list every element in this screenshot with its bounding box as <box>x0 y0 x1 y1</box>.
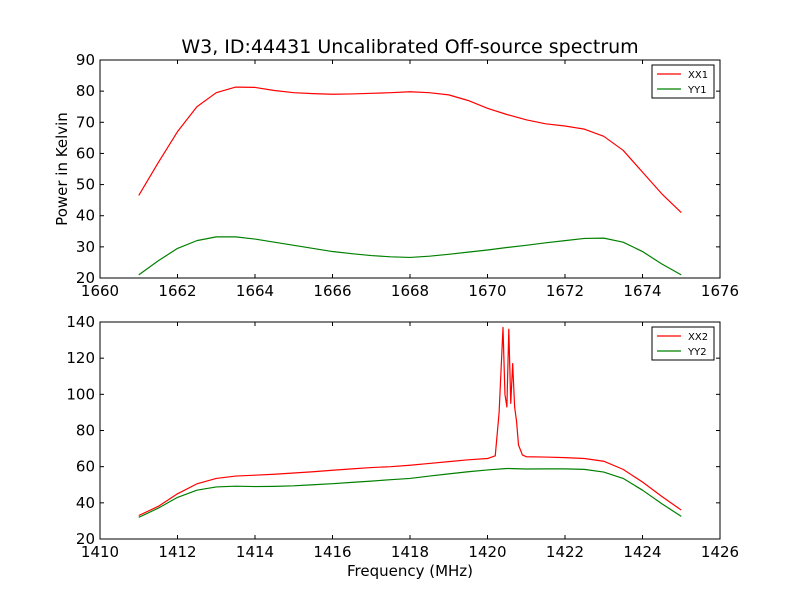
y-tick-label: 100 <box>66 385 95 403</box>
y-tick-label: 80 <box>76 82 95 100</box>
y-tick-label: 80 <box>76 422 95 440</box>
x-tick-label: 1410 <box>81 543 119 561</box>
x-tick-label: 1670 <box>468 282 506 300</box>
y-tick-label: 140 <box>66 313 95 331</box>
series-line-xx1 <box>138 86 682 214</box>
x-tick-label: 1662 <box>158 282 196 300</box>
x-tick-label: 1424 <box>623 543 661 561</box>
top-panel: 1660 1662 1664 1666 1668 1670 1672 1674 1676 20 30… <box>53 51 739 300</box>
x-tick-label: 1412 <box>158 543 196 561</box>
series-line-xx2 <box>138 326 682 517</box>
y-tick-label: 30 <box>76 238 95 256</box>
x-tick-label: 1664 <box>236 282 274 300</box>
y-tick-label: 90 <box>76 51 95 69</box>
y-tick-label: 40 <box>76 494 95 512</box>
y-tick-label: 120 <box>66 349 95 367</box>
x-tick-label: 1666 <box>313 282 351 300</box>
y-tick-label: 20 <box>76 269 95 287</box>
y-tick-label: 60 <box>76 144 95 162</box>
x-tick-label: 1416 <box>313 543 351 561</box>
x-tick-label: 1418 <box>391 543 429 561</box>
series-line-yy2 <box>138 467 682 518</box>
legend-label-xx1: XX1 <box>688 70 708 81</box>
x-tick-label: 1674 <box>623 282 661 300</box>
y-tick-label: 50 <box>76 176 95 194</box>
x-tick-label: 1426 <box>701 543 739 561</box>
x-tick-label: 1420 <box>468 543 506 561</box>
x-tick-label: 1672 <box>546 282 584 300</box>
x-tick-label: 1414 <box>236 543 274 561</box>
x-axis-label: Frequency (MHz) <box>347 562 473 580</box>
legend-label-yy1: YY1 <box>687 85 707 96</box>
y-tick-label: 40 <box>76 207 95 225</box>
x-tick-label: 1668 <box>391 282 429 300</box>
x-tick-label: 1676 <box>701 282 739 300</box>
series-line-yy1 <box>138 236 682 276</box>
legend-label-yy2: YY2 <box>687 347 707 358</box>
legend-box <box>651 326 715 361</box>
x-tick-label: 1660 <box>81 282 119 300</box>
bottom-panel: 1410 1412 1414 1416 1418 1420 1422 1424 1426 20 40… <box>66 313 739 580</box>
y-tick-label: 70 <box>76 113 95 131</box>
legend-label-xx2: XX2 <box>688 332 708 343</box>
legend-box <box>651 64 715 99</box>
y-tick-label: 60 <box>76 458 95 476</box>
y-axis-label: Power in Kelvin <box>53 112 71 226</box>
x-tick-label: 1422 <box>546 543 584 561</box>
y-tick-label: 20 <box>76 530 95 548</box>
chart-title: W3, ID:44431 Uncalibrated Off-source spe… <box>181 36 638 58</box>
